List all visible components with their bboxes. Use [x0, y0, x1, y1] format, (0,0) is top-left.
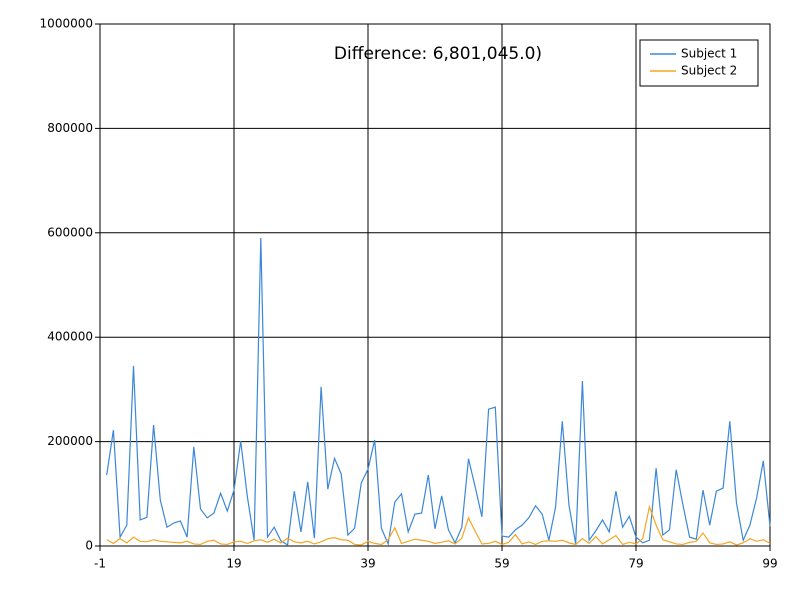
y-tick-label: 800000 [47, 121, 93, 135]
y-tick-label: 400000 [47, 330, 93, 344]
y-tick-label: 200000 [47, 434, 93, 448]
legend: Subject 1 Subject 2 [639, 39, 759, 87]
chart-title: Difference: 6,801,045.0) [334, 44, 542, 64]
x-tick-label: 19 [226, 557, 241, 571]
x-tick-label: -1 [94, 557, 106, 571]
y-tick-label: 0 [85, 539, 93, 553]
x-tick-label: 59 [494, 557, 509, 571]
legend-label: Subject 1 [681, 47, 737, 61]
x-tick-label: 79 [628, 557, 643, 571]
y-tick-label: 600000 [47, 225, 93, 239]
x-tick-label: 39 [360, 557, 375, 571]
x-tick-label: 99 [762, 557, 777, 571]
y-tick-label: 1000000 [40, 17, 93, 31]
plot-area [99, 23, 771, 547]
legend-box [639, 39, 759, 87]
legend-label: Subject 2 [681, 64, 737, 78]
data-line [106, 504, 771, 546]
data-line [106, 238, 771, 547]
